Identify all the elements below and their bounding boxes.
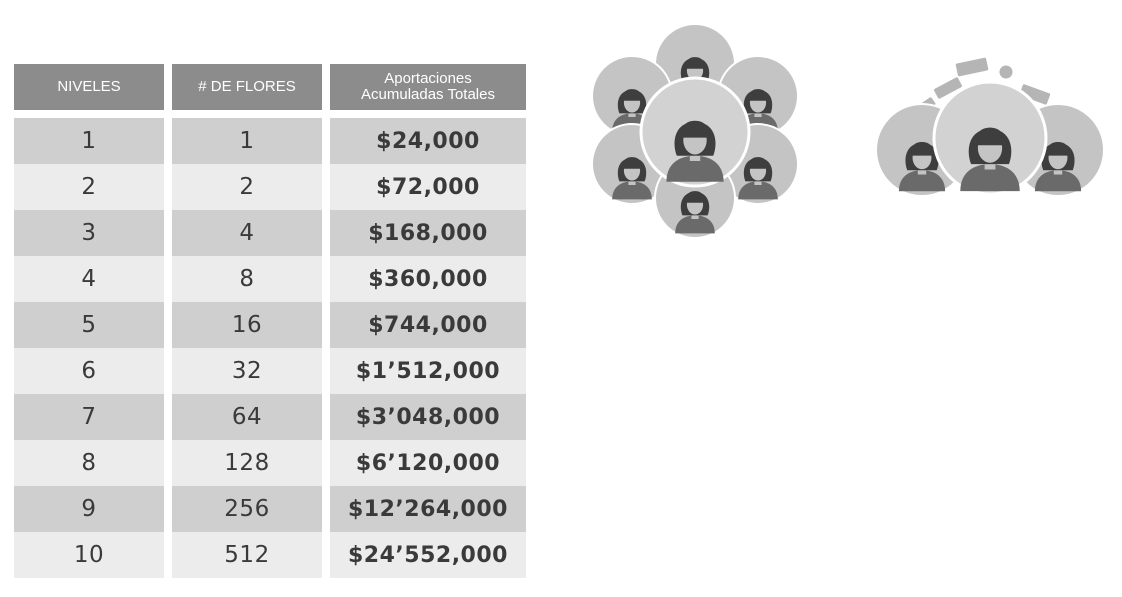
total-cell: $3’048,000: [330, 394, 526, 440]
table-row: 2 2 $72,000: [14, 164, 526, 210]
table-row: 1 1 $24,000: [14, 118, 526, 164]
level-cell: 6: [14, 348, 164, 394]
total-cell: $360,000: [330, 256, 526, 302]
center-avatar: [639, 76, 751, 188]
header-contributions-line1: Aportaciones: [384, 70, 472, 87]
woman-avatars-money-icon: [875, 56, 1105, 197]
flowers-cell: 128: [172, 440, 322, 486]
table-row: 9 256 $12’264,000: [14, 486, 526, 532]
flowers-cell: 16: [172, 302, 322, 348]
flowers-cell: 2: [172, 164, 322, 210]
total-cell: $12’264,000: [330, 486, 526, 532]
total-cell: $1’512,000: [330, 348, 526, 394]
contributions-table: NIVELES # DE FLORES Aportaciones Acumula…: [14, 64, 526, 578]
table-row: 10 512 $24’552,000: [14, 532, 526, 578]
total-cell: $168,000: [330, 210, 526, 256]
table-row: 7 64 $3’048,000: [14, 394, 526, 440]
flowers-cell: 32: [172, 348, 322, 394]
total-cell: $72,000: [330, 164, 526, 210]
level-cell: 7: [14, 394, 164, 440]
flowers-cell: 256: [172, 486, 322, 532]
level-cell: 2: [14, 164, 164, 210]
level-cell: 3: [14, 210, 164, 256]
total-cell: $24’552,000: [330, 532, 526, 578]
level-cell: 9: [14, 486, 164, 532]
flowers-cell: 4: [172, 210, 322, 256]
center-avatar: [932, 80, 1048, 196]
total-cell: $744,000: [330, 302, 526, 348]
table-row: 6 32 $1’512,000: [14, 348, 526, 394]
flowers-cell: 8: [172, 256, 322, 302]
level-cell: 1: [14, 118, 164, 164]
flowers-cell: 512: [172, 532, 322, 578]
total-cell: $24,000: [330, 118, 526, 164]
table-header: NIVELES # DE FLORES Aportaciones Acumula…: [14, 64, 526, 110]
table-body: 1 1 $24,000 2 2 $72,000 3 4 $168,000 4 8 $360,000 5 1…: [14, 118, 526, 578]
total-cell: $6’120,000: [330, 440, 526, 486]
level-cell: 4: [14, 256, 164, 302]
woman-avatars-flower-icon: [592, 23, 798, 239]
table-row: 4 8 $360,000: [14, 256, 526, 302]
header-levels: NIVELES: [14, 64, 164, 110]
header-contributions-line2: Acumuladas Totales: [361, 86, 495, 103]
table-row: 5 16 $744,000: [14, 302, 526, 348]
table-row: 3 4 $168,000: [14, 210, 526, 256]
level-cell: 5: [14, 302, 164, 348]
flowers-cell: 1: [172, 118, 322, 164]
level-cell: 8: [14, 440, 164, 486]
flowers-cell: 64: [172, 394, 322, 440]
level-cell: 10: [14, 532, 164, 578]
header-flowers: # DE FLORES: [172, 64, 322, 110]
table-row: 8 128 $6’120,000: [14, 440, 526, 486]
header-contributions: Aportaciones Acumuladas Totales: [330, 64, 526, 110]
